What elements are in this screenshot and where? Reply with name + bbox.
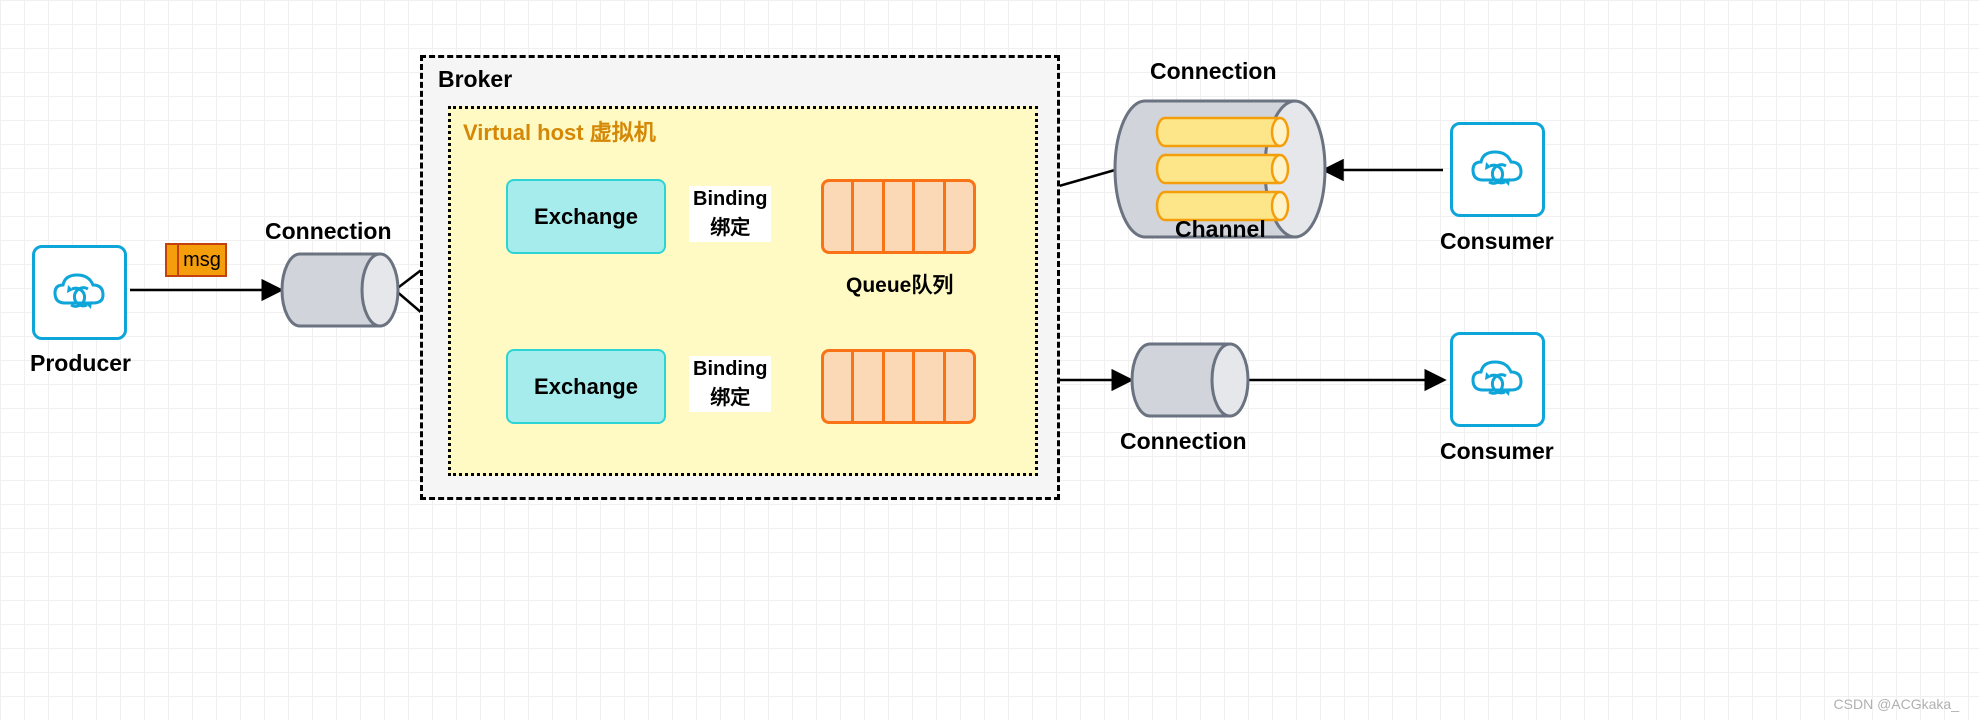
consumer-1-node [1450, 122, 1545, 217]
exchange-1-label: Exchange [534, 204, 638, 230]
connection-br-cylinder [1130, 340, 1250, 420]
binding-2: Binding 绑定 [689, 356, 771, 412]
consumer-2-icon-box [1450, 332, 1545, 427]
cloud-arrows-icon [1465, 352, 1530, 407]
queue-label: Queue队列 [846, 269, 953, 299]
broker-box: Broker Virtual host 虚拟机 Exchange Binding… [420, 55, 1060, 500]
producer-node [32, 245, 127, 340]
consumer-2-label: Consumer [1440, 438, 1554, 465]
channel-label: Channel [1175, 216, 1266, 243]
binding-2-line2: 绑定 [693, 381, 767, 410]
watermark: CSDN @ACGkaka_ [1834, 696, 1959, 712]
binding-1-line2: 绑定 [693, 211, 767, 240]
binding-1: Binding 绑定 [689, 186, 771, 242]
queue-2 [821, 349, 976, 424]
consumer-1-icon-box [1450, 122, 1545, 217]
exchange-2: Exchange [506, 349, 666, 424]
msg-box: msg [165, 243, 227, 277]
connection-tr-label: Connection [1150, 58, 1277, 85]
producer-label: Producer [30, 350, 131, 377]
msg-label: msg [183, 249, 221, 272]
exchange-2-label: Exchange [534, 374, 638, 400]
queue-1 [821, 179, 976, 254]
binding-2-line1: Binding [693, 358, 767, 381]
vhost-box: Virtual host 虚拟机 Exchange Binding 绑定 Que… [448, 106, 1038, 476]
connection-br-label: Connection [1120, 428, 1247, 455]
exchange-1: Exchange [506, 179, 666, 254]
cloud-arrows-icon [1465, 142, 1530, 197]
broker-label: Broker [438, 66, 512, 93]
consumer-1-label: Consumer [1440, 228, 1554, 255]
connection-left-cylinder [280, 250, 400, 330]
producer-icon-box [32, 245, 127, 340]
consumer-2-node [1450, 332, 1545, 427]
vhost-label: Virtual host 虚拟机 [463, 115, 656, 147]
binding-1-line1: Binding [693, 188, 767, 211]
cloud-arrows-icon [47, 265, 112, 320]
connection-left-label: Connection [265, 218, 392, 245]
